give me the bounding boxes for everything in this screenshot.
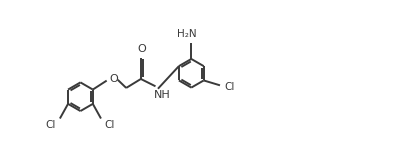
Text: Cl: Cl: [105, 120, 115, 130]
Text: Cl: Cl: [46, 120, 56, 130]
Text: O: O: [110, 74, 118, 84]
Text: NH: NH: [153, 90, 171, 100]
Text: O: O: [137, 44, 146, 54]
Text: Cl: Cl: [224, 82, 235, 92]
Text: H₂N: H₂N: [177, 29, 196, 39]
